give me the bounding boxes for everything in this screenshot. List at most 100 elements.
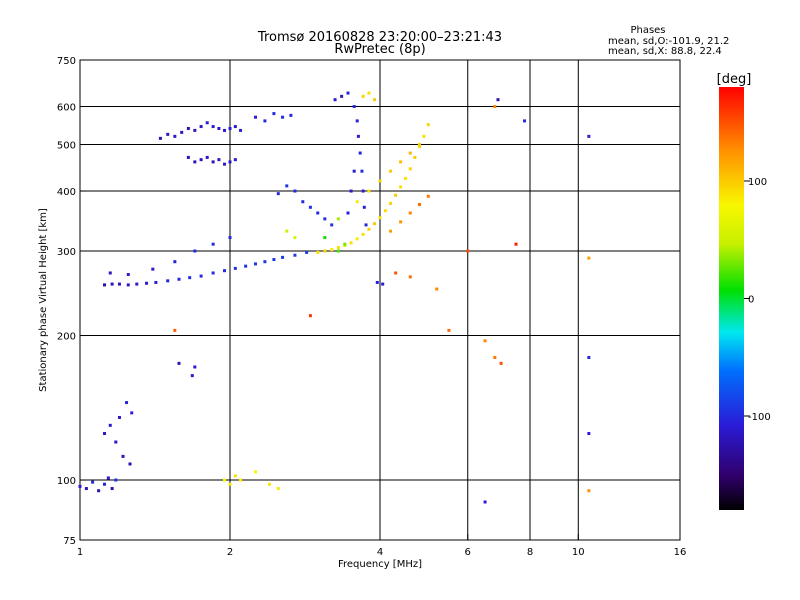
echo-point	[228, 482, 232, 486]
echo-point	[305, 250, 309, 254]
echo-point	[399, 220, 403, 224]
x-tick-label: 2	[227, 547, 233, 558]
echo-point	[135, 282, 139, 286]
echo-point	[349, 189, 353, 193]
echo-point	[276, 192, 280, 196]
echo-point	[103, 432, 107, 436]
echo-point	[496, 98, 500, 102]
echo-point	[281, 115, 285, 119]
echo-point	[394, 271, 398, 275]
echo-point	[233, 474, 237, 478]
echo-point	[173, 134, 177, 138]
x-tick-label: 1	[77, 547, 83, 558]
echo-point	[293, 253, 297, 257]
echo-point	[330, 223, 334, 227]
echo-point	[323, 249, 327, 253]
plot-area: 1 2 4 6 8 10 16 75 100 200 300 400 500 600 750	[57, 56, 686, 558]
echo-point	[244, 264, 248, 268]
echo-point	[336, 249, 340, 253]
echo-point	[349, 241, 353, 245]
echo-point	[466, 249, 470, 253]
echo-point	[233, 266, 237, 270]
echo-point	[91, 480, 95, 484]
echo-point	[223, 269, 227, 273]
y-tick-label: 600	[57, 103, 76, 114]
phase-colorbar: [deg] 100 0 -100	[717, 72, 771, 510]
echo-point	[151, 267, 155, 271]
echo-point	[223, 478, 227, 482]
echo-point	[417, 202, 421, 206]
echo-point	[399, 160, 403, 164]
echo-point	[188, 276, 192, 280]
echo-point	[493, 105, 497, 109]
echo-point	[308, 314, 312, 318]
echo-point	[308, 205, 312, 209]
echo-point	[253, 470, 257, 474]
echo-point	[173, 260, 177, 264]
colorbar-tick-label: 100	[748, 177, 767, 188]
echo-point	[355, 237, 359, 241]
echo-point	[263, 260, 267, 264]
echo-point	[483, 339, 487, 343]
echo-point	[389, 201, 393, 205]
echo-point	[78, 484, 82, 488]
chart-title: Tromsø 20160828 23:20:00–23:21:43	[257, 30, 502, 45]
echo-point	[587, 256, 591, 260]
echo-point	[343, 242, 347, 246]
echo-point	[114, 478, 118, 482]
echo-point	[316, 211, 320, 215]
y-tick-label: 75	[63, 536, 76, 547]
phase-x-stats: mean, sd,X: 88.8, 22.4	[608, 46, 722, 57]
echo-point	[587, 432, 591, 436]
echo-point	[110, 282, 114, 286]
echo-point	[110, 487, 114, 491]
echo-point	[190, 374, 194, 378]
echo-point	[205, 121, 209, 125]
y-tick-label: 200	[57, 332, 76, 343]
echo-point	[323, 236, 327, 240]
echo-point	[84, 487, 88, 491]
colorbar-tick-label: -100	[748, 412, 771, 423]
x-axis-ticks: 1 2 4 6 8 10 16	[77, 534, 686, 558]
colorbar-ticks: 100 0 -100	[744, 177, 771, 423]
echo-point	[126, 283, 130, 287]
echo-point	[323, 217, 327, 221]
echo-point	[408, 275, 412, 279]
echo-point	[362, 205, 366, 209]
chart-subtitle: RwPretec (8p)	[334, 42, 425, 57]
echo-point	[355, 200, 359, 204]
echo-point	[193, 249, 197, 253]
echo-point	[346, 91, 350, 95]
colorbar-label: [deg]	[717, 72, 752, 87]
echo-point	[130, 411, 134, 415]
echo-point	[126, 273, 130, 277]
echo-point	[426, 194, 430, 198]
y-axis-ticks: 75 100 200 300 400 500 600 750	[57, 56, 86, 547]
echo-point	[340, 94, 344, 98]
echo-point	[281, 255, 285, 259]
echo-point	[293, 189, 297, 193]
echo-point	[217, 126, 221, 130]
echo-point	[426, 123, 430, 127]
echo-point	[205, 155, 209, 159]
echo-point	[493, 355, 497, 359]
echo-point	[587, 134, 591, 138]
echo-point	[125, 401, 129, 405]
echo-point	[117, 282, 121, 286]
echo-point	[263, 119, 267, 123]
echo-point	[158, 136, 162, 140]
echo-point	[239, 128, 243, 132]
echo-point	[403, 176, 407, 180]
echo-point	[166, 132, 170, 136]
echo-point	[360, 169, 364, 173]
echo-point	[117, 415, 121, 419]
echo-point	[378, 179, 382, 183]
echo-point	[352, 105, 356, 109]
echo-point	[193, 365, 197, 369]
echo-point	[211, 271, 215, 275]
echo-point	[193, 128, 197, 132]
echo-point	[228, 160, 232, 164]
echo-point	[253, 262, 257, 266]
echo-point	[408, 167, 412, 171]
